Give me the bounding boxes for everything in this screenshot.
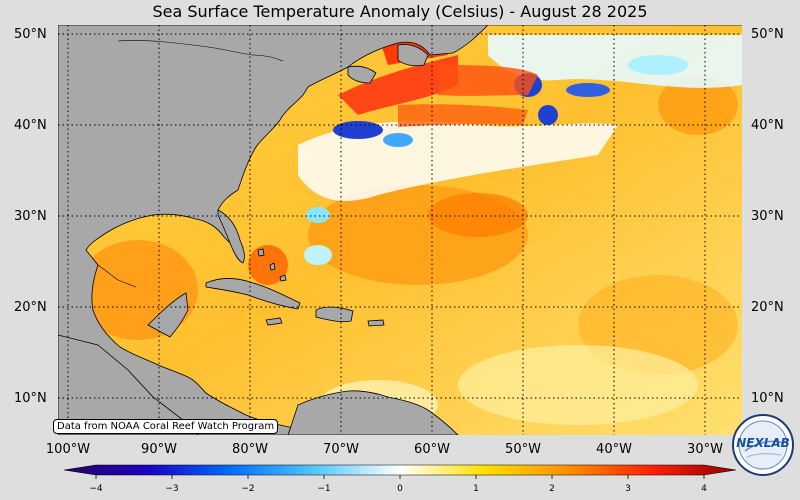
colorbar-tick: 3 bbox=[625, 484, 631, 494]
lon-label-80w: 80°W bbox=[232, 442, 268, 457]
lon-label-100w: 100°W bbox=[45, 442, 91, 457]
hispaniola bbox=[315, 306, 354, 323]
lat-label-30n-right: 30°N bbox=[751, 209, 784, 224]
lat-label-10n-right: 10°N bbox=[751, 391, 784, 406]
lat-label-20n-right: 20°N bbox=[751, 300, 784, 315]
borders bbox=[97, 40, 284, 288]
lat-label-10n: 10°N bbox=[14, 391, 47, 406]
florida bbox=[217, 209, 245, 264]
lon-label-60w: 60°W bbox=[414, 442, 450, 457]
colorbar-tick: −4 bbox=[89, 484, 103, 494]
lon-label-30w: 30°W bbox=[687, 442, 723, 457]
data-credit: Data from NOAA Coral Reef Watch Program bbox=[53, 419, 279, 434]
cuba bbox=[205, 278, 301, 310]
lat-label-50n-right: 50°N bbox=[751, 27, 784, 42]
lon-label-50w: 50°W bbox=[505, 442, 541, 457]
logo-text: NEXLAB bbox=[736, 436, 790, 450]
colorbar-tick: 2 bbox=[549, 484, 555, 494]
nexlab-logo: NEXLAB bbox=[732, 414, 794, 476]
lon-label-90w: 90°W bbox=[141, 442, 177, 457]
sst-anomaly-map bbox=[58, 25, 742, 435]
south-america bbox=[287, 390, 459, 435]
colorbar-tick: −3 bbox=[165, 484, 179, 494]
north-america bbox=[58, 25, 742, 435]
lat-label-50n: 50°N bbox=[14, 27, 47, 42]
colorbar-gradient bbox=[63, 464, 737, 476]
lon-label-40w: 40°W bbox=[596, 442, 632, 457]
colorbar-tick: 0 bbox=[397, 484, 403, 494]
land-masses bbox=[58, 25, 742, 435]
colorbar-tick: −1 bbox=[317, 484, 331, 494]
colorbar-tick: −2 bbox=[241, 484, 255, 494]
newfoundland bbox=[397, 44, 429, 67]
graticule bbox=[58, 25, 742, 435]
lon-label-70w: 70°W bbox=[323, 442, 359, 457]
map-title: Sea Surface Temperature Anomaly (Celsius… bbox=[152, 2, 648, 21]
colorbar bbox=[63, 464, 737, 479]
lat-label-40n-right: 40°N bbox=[751, 118, 784, 133]
lat-label-30n: 30°N bbox=[14, 209, 47, 224]
colorbar-tick: 1 bbox=[473, 484, 479, 494]
lat-label-20n: 20°N bbox=[14, 300, 47, 315]
colorbar-tick: 4 bbox=[701, 484, 707, 494]
lat-label-40n: 40°N bbox=[14, 118, 47, 133]
anomaly-patches bbox=[78, 30, 742, 430]
